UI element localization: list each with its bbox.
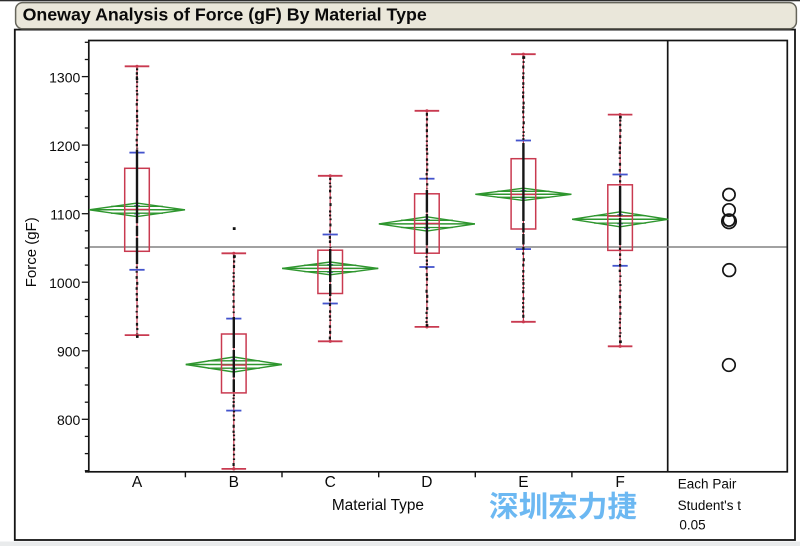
svg-text:E: E — [518, 474, 528, 491]
svg-text:800: 800 — [57, 412, 81, 428]
svg-text:Each Pair: Each Pair — [678, 476, 737, 491]
svg-text:F: F — [615, 474, 624, 491]
svg-text:Student's t: Student's t — [678, 498, 742, 513]
svg-text:1200: 1200 — [49, 138, 80, 154]
svg-text:Material Type: Material Type — [332, 497, 424, 514]
svg-text:C: C — [325, 474, 336, 491]
svg-text:A: A — [132, 474, 143, 491]
svg-text:B: B — [229, 474, 239, 491]
svg-text:1300: 1300 — [49, 69, 80, 85]
svg-text:1000: 1000 — [49, 275, 80, 291]
svg-text:1100: 1100 — [50, 207, 80, 223]
svg-text:0.05: 0.05 — [679, 518, 705, 533]
svg-text:900: 900 — [57, 344, 81, 360]
svg-text:Oneway Analysis of Force (gF): Oneway Analysis of Force (gF) By Materia… — [23, 5, 427, 25]
svg-text:Force (gF): Force (gF) — [23, 217, 40, 287]
svg-text:D: D — [421, 474, 432, 491]
